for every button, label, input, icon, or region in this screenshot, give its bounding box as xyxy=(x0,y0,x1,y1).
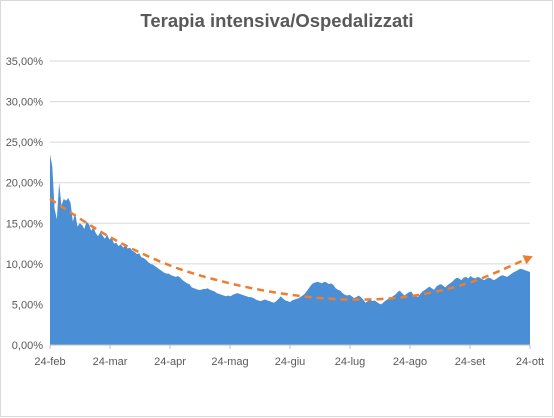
y-tick-label: 5,00% xyxy=(12,299,43,311)
y-tick-label: 20,00% xyxy=(6,178,44,190)
x-tick-label: 24-ott xyxy=(516,356,544,368)
area-series xyxy=(50,154,530,345)
y-tick-label: 0,00% xyxy=(12,340,43,352)
x-tick-label: 24-mag xyxy=(211,356,248,368)
y-tick-label: 10,00% xyxy=(6,259,44,271)
trendline-arrowhead xyxy=(522,255,533,265)
x-tick-label: 24-apr xyxy=(154,356,186,368)
x-tick-label: 24-lug xyxy=(335,356,366,368)
y-tick-label: 35,00% xyxy=(6,56,44,68)
axes xyxy=(49,344,531,349)
x-tick-label: 24-mar xyxy=(93,356,128,368)
y-tick-labels: 0,00% 5,00% 10,00% 15,00% 20,00% 25,00% 30,00%… xyxy=(6,56,44,352)
y-tick-label: 15,00% xyxy=(6,218,44,230)
trendline xyxy=(49,197,531,301)
y-tick-label: 30,00% xyxy=(6,97,44,109)
x-tick-label: 24-giu xyxy=(275,356,306,368)
x-tick-labels: 24-feb 24-mar 24-apr 24-mag 24-giu 24-lug 24-a… xyxy=(34,356,544,368)
area-series-path xyxy=(50,154,530,345)
x-tick-label: 24-ago xyxy=(393,356,427,368)
x-tick-label: 24-feb xyxy=(34,356,65,368)
trendline-layer xyxy=(49,197,533,301)
chart-title: Terapia intensiva/Ospedalizzati xyxy=(140,10,414,31)
x-tick-label: 24-set xyxy=(455,356,486,368)
y-tick-label: 25,00% xyxy=(6,137,44,149)
